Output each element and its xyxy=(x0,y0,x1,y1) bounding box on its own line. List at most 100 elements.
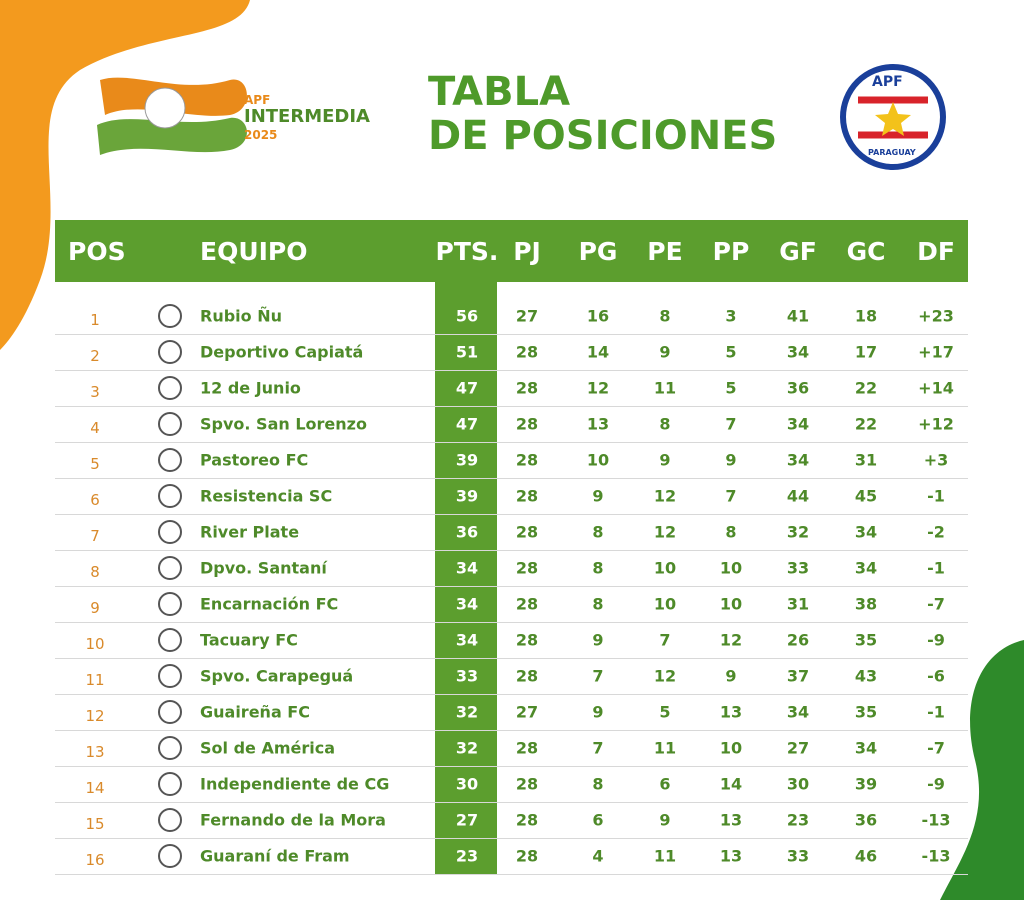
stat: 34 xyxy=(786,342,810,362)
stat: 11 xyxy=(653,738,677,758)
stat: 12 xyxy=(653,522,677,542)
stat: +23 xyxy=(918,306,954,326)
table-header xyxy=(55,220,968,282)
row-separator xyxy=(55,802,968,803)
team-logo xyxy=(158,844,182,868)
stat: 34 xyxy=(455,594,479,614)
row-separator xyxy=(55,442,968,443)
column-header: GF xyxy=(779,237,817,266)
position: 15 xyxy=(85,815,105,833)
stat: -6 xyxy=(927,666,945,686)
logo-ball xyxy=(144,87,186,129)
badge-stripes xyxy=(858,96,928,139)
stat: -13 xyxy=(921,810,951,830)
team-name: Independiente de CG xyxy=(200,774,390,794)
team-name: Rubio Ñu xyxy=(200,306,282,326)
team-logo xyxy=(158,736,182,760)
team-name: Resistencia SC xyxy=(200,486,333,506)
position: 7 xyxy=(90,527,100,545)
team-logo xyxy=(158,520,182,544)
column-header: GC xyxy=(846,237,886,266)
stat: 34 xyxy=(455,630,479,650)
stat: 23 xyxy=(455,846,479,866)
stat: 5 xyxy=(725,342,737,362)
team-logo xyxy=(158,412,182,436)
stat: 28 xyxy=(515,342,539,362)
stat: 8 xyxy=(725,522,737,542)
position: 11 xyxy=(85,671,105,689)
stat: 16 xyxy=(586,306,610,326)
stat: 28 xyxy=(515,774,539,794)
team-name: Dpvo. Santaní xyxy=(200,558,327,578)
column-header: PTS. xyxy=(435,237,499,266)
stat: 37 xyxy=(786,666,810,686)
team-name: Guaireña FC xyxy=(200,702,310,722)
stat: 11 xyxy=(653,846,677,866)
stat: 51 xyxy=(455,342,479,362)
stat: 39 xyxy=(455,486,479,506)
position: 2 xyxy=(90,347,100,365)
stat: 9 xyxy=(592,702,604,722)
stat: 33 xyxy=(786,558,810,578)
row-separator xyxy=(55,514,968,515)
team-name: Guaraní de Fram xyxy=(200,846,350,866)
stat: 23 xyxy=(786,810,810,830)
stat: 28 xyxy=(515,414,539,434)
stat: -7 xyxy=(927,738,945,758)
row-separator xyxy=(55,370,968,371)
stat: -1 xyxy=(927,486,945,506)
stat: 45 xyxy=(854,486,878,506)
stat: 8 xyxy=(592,774,604,794)
team-name: River Plate xyxy=(200,522,300,542)
stat: 12 xyxy=(653,666,677,686)
stat: 13 xyxy=(719,810,743,830)
stat: 9 xyxy=(659,342,671,362)
stat: 28 xyxy=(515,486,539,506)
stat: 36 xyxy=(786,378,810,398)
logo-name: INTERMEDIA xyxy=(244,106,370,127)
row-separator xyxy=(55,622,968,623)
stat: 31 xyxy=(854,450,878,470)
stat: 28 xyxy=(515,810,539,830)
stat: -1 xyxy=(927,558,945,578)
stat: 28 xyxy=(515,666,539,686)
column-header: PE xyxy=(647,237,683,266)
team-logo xyxy=(158,376,182,400)
stat: 7 xyxy=(659,630,671,650)
stat: 13 xyxy=(586,414,610,434)
stat: 44 xyxy=(786,486,810,506)
stat: 13 xyxy=(719,846,743,866)
pts-column xyxy=(435,282,497,874)
row-separator xyxy=(55,478,968,479)
row-separator xyxy=(55,838,968,839)
team-name: Encarnación FC xyxy=(200,594,339,614)
stat: 28 xyxy=(515,378,539,398)
row-separator xyxy=(55,334,968,335)
stat: 39 xyxy=(854,774,878,794)
stat: 34 xyxy=(854,522,878,542)
stat: 22 xyxy=(854,414,878,434)
stat: -7 xyxy=(927,594,945,614)
badge-brand: APF xyxy=(872,74,903,90)
stat: -9 xyxy=(927,774,945,794)
stat: 8 xyxy=(592,558,604,578)
row-separator xyxy=(55,766,968,767)
stat: 14 xyxy=(719,774,743,794)
team-logo xyxy=(158,628,182,652)
stat: 32 xyxy=(455,738,479,758)
stat: 33 xyxy=(786,846,810,866)
stat: 56 xyxy=(455,306,479,326)
team-name: Fernando de la Mora xyxy=(200,810,386,830)
stat: 6 xyxy=(592,810,604,830)
stat: 11 xyxy=(653,378,677,398)
column-header: EQUIPO xyxy=(200,237,308,266)
stat: 7 xyxy=(592,738,604,758)
stat: 14 xyxy=(586,342,610,362)
stat: 9 xyxy=(725,450,737,470)
row-separator xyxy=(55,730,968,731)
stat: 8 xyxy=(659,306,671,326)
position: 6 xyxy=(90,491,100,509)
stat: 27 xyxy=(515,702,539,722)
team-name: Spvo. San Lorenzo xyxy=(200,414,367,434)
